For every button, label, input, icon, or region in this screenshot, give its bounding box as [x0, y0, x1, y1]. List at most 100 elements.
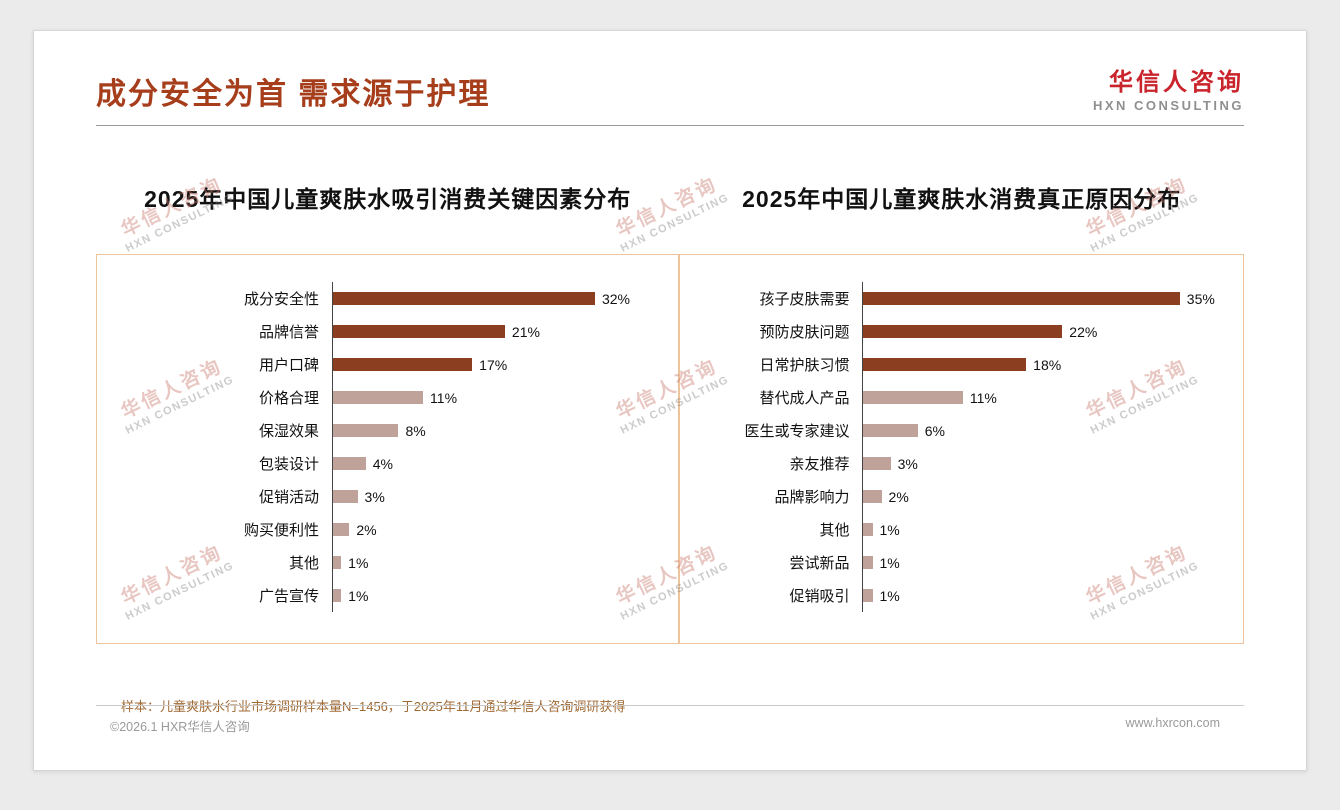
bar — [863, 490, 882, 504]
bar-value-label: 11% — [969, 389, 997, 406]
bar-category-label: 亲友推荐 — [789, 456, 850, 474]
bar-category-label: 促销吸引 — [789, 588, 850, 606]
slide: 华信人咨询 HXN CONSULTING 华信人咨询 HXN CONSULTING 华信… — [33, 30, 1307, 771]
bar-plot-area: 2% — [862, 480, 1225, 514]
bar-value-label: 22% — [1069, 323, 1098, 340]
bar-category-label: 其他 — [288, 555, 319, 573]
chart-title-left: 2025年中国儿童爽肤水吸引消费关键因素分布 — [144, 186, 632, 213]
bar-category-label: 用户口碑 — [258, 357, 319, 375]
chart-row: 其他 1% — [690, 513, 1225, 547]
bar — [333, 292, 595, 306]
bar-category-label: 促销活动 — [258, 489, 319, 507]
chart-row: 日常护肤习惯 18% — [690, 348, 1225, 382]
bar-category-label: 孩子皮肤需要 — [759, 291, 850, 309]
bar — [333, 358, 473, 372]
page-title: 成分安全为首 需求源于护理 — [96, 78, 491, 112]
bar-value-label: 32% — [601, 290, 630, 307]
bar-plot-area: 1% — [332, 579, 660, 613]
bar-plot-area: 18% — [862, 348, 1225, 382]
bar-plot-area: 11% — [862, 381, 1225, 415]
bar — [863, 589, 873, 603]
bar — [333, 556, 342, 570]
sample-note: 样本：儿童爽肤水行业市场调研样本量N=1456，于2025年11月通过华信人咨询… — [121, 699, 626, 715]
chart-title-right: 2025年中国儿童爽肤水消费真正原因分布 — [742, 186, 1182, 213]
bar-plot-area: 22% — [862, 315, 1225, 349]
bar-category-label: 广告宣传 — [258, 588, 319, 606]
bar-value-label: 1% — [348, 554, 369, 571]
chart-row: 成分安全性 32% — [107, 282, 660, 316]
charts-area: 2025年中国儿童爽肤水吸引消费关键因素分布 成分安全性 32% 品牌信誉 21% 用户… — [96, 180, 1244, 645]
bar — [863, 358, 1027, 372]
chart-row: 广告宣传 1% — [107, 579, 660, 613]
bar-value-label: 3% — [364, 488, 385, 505]
bar — [333, 457, 366, 471]
footer: ©2026.1 HXR华信人咨询 www.hxrcon.com — [96, 705, 1244, 735]
bar-value-label: 21% — [511, 323, 540, 340]
chart-row: 替代成人产品 11% — [690, 381, 1225, 415]
bar-value-label: 11% — [430, 389, 458, 406]
bar-value-label: 8% — [405, 422, 426, 439]
bar — [863, 523, 873, 537]
chart-row: 包装设计 4% — [107, 447, 660, 481]
bar-value-label: 2% — [888, 488, 909, 505]
chart-row: 孩子皮肤需要 35% — [690, 282, 1225, 316]
bar-category-label: 尝试新品 — [789, 555, 850, 573]
bar — [333, 391, 424, 405]
bar-plot-area: 8% — [332, 414, 660, 448]
bar-value-label: 4% — [372, 455, 393, 472]
bar-chart-right: 孩子皮肤需要 35% 预防皮肤问题 22% 日常护肤习惯 18% 替代成人产品 11% 医生或专… — [679, 254, 1244, 645]
bar — [863, 457, 891, 471]
bar-plot-area: 11% — [332, 381, 660, 415]
chart-section-left: 2025年中国儿童爽肤水吸引消费关键因素分布 成分安全性 32% 品牌信誉 21% 用户… — [96, 180, 680, 645]
chart-row: 购买便利性 2% — [107, 513, 660, 547]
bar-plot-area: 17% — [332, 348, 660, 382]
website-url: www.hxrcon.com — [1125, 716, 1220, 730]
bar-value-label: 1% — [879, 554, 900, 571]
logo-text-en: HXN CONSULTING — [1092, 97, 1244, 113]
bar-value-label: 35% — [1186, 290, 1215, 307]
bar-chart-left: 成分安全性 32% 品牌信誉 21% 用户口碑 17% 价格合理 11% 保湿效果 8% 包装设计 4… — [96, 254, 680, 645]
bar-plot-area: 1% — [862, 546, 1225, 580]
bar — [863, 424, 918, 438]
chart-row: 品牌信誉 21% — [107, 315, 660, 349]
bar-category-label: 价格合理 — [258, 390, 319, 408]
chart-row: 价格合理 11% — [107, 381, 660, 415]
bar-value-label: 3% — [897, 455, 918, 472]
bar-value-label: 1% — [879, 587, 900, 604]
bar-plot-area: 35% — [862, 282, 1225, 316]
bar-category-label: 包装设计 — [258, 456, 319, 474]
chart-row: 促销吸引 1% — [690, 579, 1225, 613]
chart-row: 促销活动 3% — [107, 480, 660, 514]
chart-row: 用户口碑 17% — [107, 348, 660, 382]
bar-category-label: 其他 — [819, 522, 850, 540]
bar-category-label: 购买便利性 — [243, 522, 319, 540]
bar-value-label: 17% — [479, 356, 508, 373]
bar-plot-area: 6% — [862, 414, 1225, 448]
bar — [863, 325, 1063, 339]
bar-rows-left: 成分安全性 32% 品牌信誉 21% 用户口碑 17% 价格合理 11% 保湿效果 8% 包装设计 4… — [107, 282, 660, 613]
header: 成分安全为首 需求源于护理 华信人咨询 HXN CONSULTING — [96, 31, 1244, 127]
bar-rows-right: 孩子皮肤需要 35% 预防皮肤问题 22% 日常护肤习惯 18% 替代成人产品 11% 医生或专… — [690, 282, 1225, 613]
bar-plot-area: 1% — [862, 513, 1225, 547]
bar — [333, 589, 342, 603]
bar — [863, 292, 1180, 306]
bar — [333, 325, 505, 339]
chart-row: 其他 1% — [107, 546, 660, 580]
company-logo: 华信人咨询 HXN CONSULTING — [1093, 69, 1244, 113]
bar-plot-area: 1% — [332, 546, 660, 580]
bar-value-label: 1% — [348, 587, 369, 604]
bar-category-label: 品牌信誉 — [258, 324, 319, 342]
bar-plot-area: 32% — [332, 282, 660, 316]
bar-value-label: 1% — [879, 521, 900, 538]
bar — [333, 523, 350, 537]
chart-row: 亲友推荐 3% — [690, 447, 1225, 481]
bar-category-label: 日常护肤习惯 — [759, 357, 850, 375]
bar-category-label: 保湿效果 — [258, 423, 319, 441]
bar-category-label: 品牌影响力 — [774, 489, 850, 507]
bar — [333, 490, 358, 504]
bar-plot-area: 1% — [862, 579, 1225, 613]
bar — [333, 424, 399, 438]
bar-plot-area: 3% — [332, 480, 660, 514]
chart-row: 保湿效果 8% — [107, 414, 660, 448]
bar-plot-area: 2% — [332, 513, 660, 547]
